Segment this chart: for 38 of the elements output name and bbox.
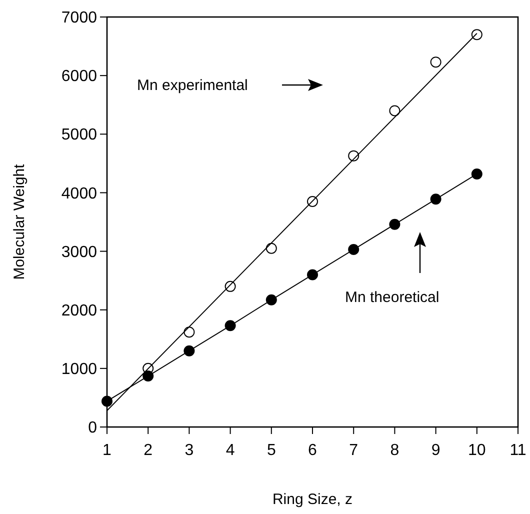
- y-tick-label: 0: [88, 420, 98, 437]
- point: [389, 218, 400, 230]
- y-tick-label: 7000: [61, 10, 98, 27]
- point: [184, 345, 195, 356]
- point: [471, 168, 482, 180]
- x-tick-label: 10: [468, 442, 486, 459]
- x-tick-label: 6: [308, 442, 318, 459]
- x-tick-label: 9: [431, 442, 440, 459]
- x-tick-label: 1: [102, 442, 112, 459]
- series-label: Mn theoretical: [345, 289, 440, 306]
- y-tick-label: 1000: [61, 361, 98, 378]
- y-tick-label: 2000: [61, 302, 98, 320]
- point: [102, 396, 112, 407]
- x-tick-label: 3: [184, 442, 194, 459]
- y-tick-label: 5000: [61, 126, 98, 144]
- x-tick-label: 4: [226, 442, 235, 459]
- x-tick-label: 7: [349, 442, 358, 459]
- point: [224, 320, 236, 332]
- point: [266, 242, 277, 254]
- x-tick-label: 2: [144, 442, 153, 459]
- point: [471, 29, 482, 40]
- x-tick-label: 8: [390, 442, 400, 459]
- x-tick-label: 11: [510, 442, 526, 459]
- point: [184, 326, 195, 338]
- y-tick-label: 6000: [61, 68, 98, 86]
- point: [430, 56, 442, 68]
- point: [348, 244, 360, 256]
- point: [430, 194, 442, 205]
- point: [389, 105, 400, 116]
- point: [142, 370, 154, 382]
- y-tick-label: 3000: [61, 244, 98, 261]
- x-axis-title: Ring Size, z: [272, 491, 353, 508]
- legend-label: Mn experimental: [137, 77, 248, 94]
- y-tick-label: 4000: [61, 185, 98, 202]
- point: [266, 294, 277, 306]
- y-axis-title: Molecular Weight: [11, 163, 28, 280]
- point: [307, 269, 318, 280]
- x-tick-label: 5: [266, 442, 276, 459]
